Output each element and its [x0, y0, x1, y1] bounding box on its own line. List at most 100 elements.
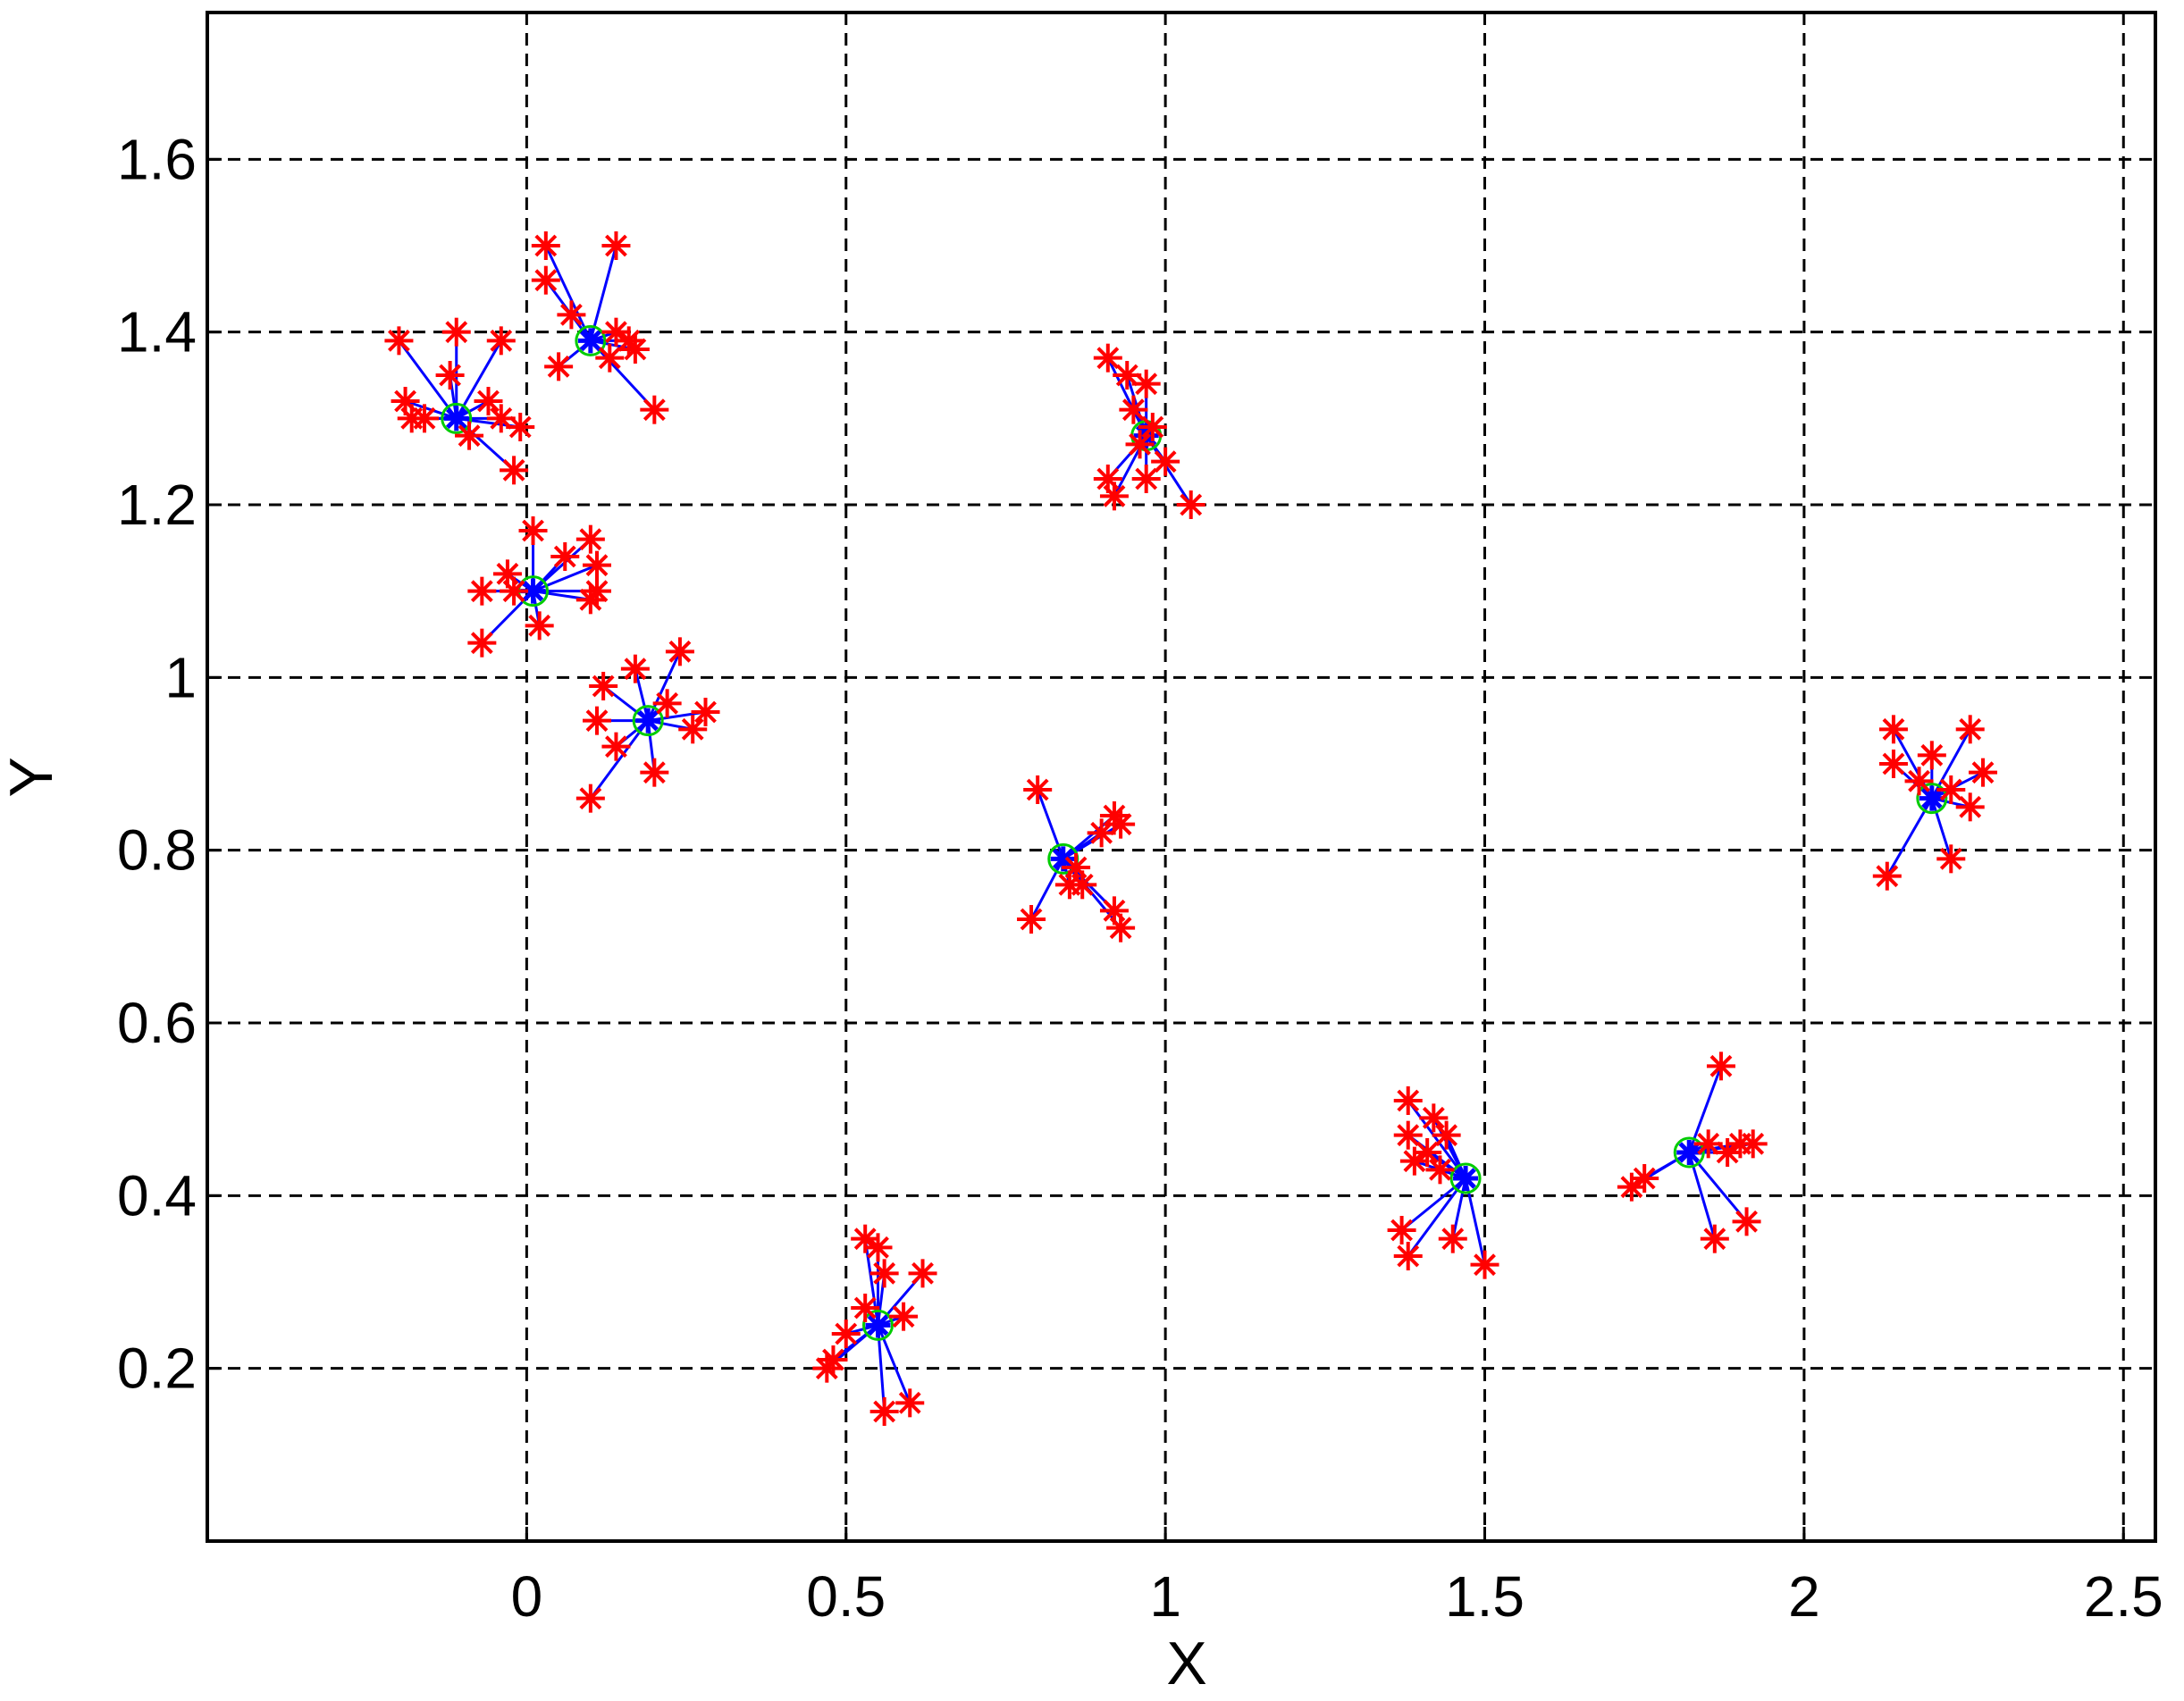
cluster-6-point-8 [1936, 844, 1966, 874]
cluster-7-point-0 [1393, 1086, 1423, 1115]
cluster-4-point-0 [1093, 343, 1122, 373]
y-tick-label-5: 1.2 [117, 473, 197, 537]
cluster-0-point-6 [474, 387, 503, 415]
cluster-3-center-ring [632, 705, 664, 737]
cluster-9-point-8 [869, 1397, 899, 1426]
cluster-8-center-ring [1673, 1136, 1705, 1169]
cluster-1-link-7 [589, 339, 656, 411]
cluster-8-point-7 [1700, 1224, 1729, 1253]
cluster-5-point-8 [1017, 905, 1046, 934]
cluster-2-point-2 [583, 550, 611, 580]
cluster-5-point-7 [1106, 913, 1136, 943]
x-tick-label-2: 1 [1149, 1564, 1181, 1629]
cluster-7-point-1 [1419, 1103, 1449, 1133]
x-axis-label: X [1166, 1630, 1206, 1697]
cluster-7-link-6 [1407, 1177, 1467, 1257]
cluster-6-point-3 [1969, 758, 1998, 787]
cluster-6-point-4 [1878, 750, 1908, 778]
cluster-3-point-6 [678, 715, 708, 744]
cluster-5-point-3 [1106, 809, 1136, 839]
x-tick-labels: 0 0.5 1 1.5 2 2.5 [511, 1564, 2163, 1629]
x-tick-label-3: 1.5 [1445, 1564, 1525, 1629]
cluster-2-point-4 [575, 585, 605, 615]
y-tick-label-1: 0.4 [117, 1163, 197, 1228]
cluster-5-link-0 [1036, 789, 1065, 859]
cluster-0-point-2 [486, 326, 516, 356]
cluster-6-point-7 [1872, 861, 1902, 891]
cluster-0-center [443, 406, 469, 432]
cluster-7-center [1453, 1166, 1479, 1191]
cluster-3-point-4 [601, 732, 631, 761]
cluster-7-link-2 [1445, 1135, 1467, 1179]
cluster-9-point-9 [895, 1388, 925, 1418]
cluster-2-link-2 [532, 564, 598, 593]
y-tick-label-0: 0.2 [117, 1336, 197, 1401]
y-tick-label-4: 1 [164, 645, 197, 709]
cluster-9-center-ring [861, 1309, 894, 1341]
y-axis-label: Y [0, 757, 65, 797]
x-tick-label-1: 0.5 [806, 1564, 886, 1629]
cluster-5-point-2 [1087, 818, 1116, 848]
cluster-3-link-8 [589, 719, 650, 800]
grid-lines [207, 13, 2155, 1541]
cluster-4-point-10 [1125, 430, 1155, 459]
cluster-1-point-8 [614, 326, 643, 356]
cluster-2-point-5 [467, 576, 497, 606]
cluster-4-point-6 [1099, 482, 1129, 511]
cluster-2-point-9 [550, 542, 580, 571]
cluster-4-point-7 [1131, 465, 1161, 493]
cluster-7-point-2 [1432, 1120, 1461, 1150]
cluster-0-link-0 [398, 339, 458, 420]
cluster-8-point-5 [1617, 1172, 1646, 1202]
cluster-5-point-9 [1062, 853, 1091, 882]
cluster-2-point-10 [500, 576, 529, 606]
cluster-7-point-5 [1387, 1216, 1416, 1244]
y-tick-label-7: 1.6 [117, 127, 197, 191]
x-tick-label-5: 2.5 [2084, 1564, 2163, 1629]
cluster-4-point-9 [1176, 490, 1205, 519]
cluster-6-point-6 [1955, 792, 1985, 822]
cluster-0-point-9 [455, 421, 484, 450]
cluster-3-point-5 [691, 698, 720, 726]
cluster-1-link-1 [589, 245, 617, 341]
cluster-7-point-9 [1413, 1138, 1442, 1167]
cluster-5-point-0 [1023, 775, 1053, 804]
cluster-3-point-8 [575, 783, 605, 813]
cluster-6-point-1 [1955, 715, 1985, 744]
cluster-7-link-0 [1407, 1100, 1467, 1179]
cluster-1-point-6 [595, 343, 625, 373]
cluster-1-center-ring [575, 324, 607, 356]
cluster-9-point-7 [812, 1353, 842, 1383]
cluster-9-point-1 [863, 1233, 893, 1262]
cluster-3-center [635, 708, 661, 733]
cluster-4-point-2 [1131, 369, 1161, 398]
cluster-6-link-8 [1930, 798, 1953, 859]
cluster-7-point-6 [1393, 1242, 1423, 1270]
x-tick-label-0: 0 [511, 1564, 543, 1629]
cluster-4-point-4 [1138, 413, 1167, 441]
cluster-2-point-7 [467, 628, 497, 658]
y-tick-label-2: 0.6 [117, 991, 197, 1055]
y-tick-label-6: 1.4 [117, 300, 197, 364]
cluster-9-point-5 [831, 1320, 861, 1348]
cluster-4-point-8 [1151, 447, 1180, 476]
cluster-0-point-0 [384, 326, 414, 356]
cluster-3-link-0 [646, 650, 682, 722]
cluster-6-point-5 [1936, 775, 1966, 804]
cluster-8-point-6 [1732, 1207, 1761, 1236]
cluster-2-point-1 [575, 524, 605, 554]
cluster-5-link-8 [1029, 858, 1065, 920]
cluster-1-point-7 [640, 395, 669, 424]
cluster-7-point-7 [1438, 1224, 1467, 1253]
cluster-8-point-2 [1738, 1129, 1768, 1159]
cluster-0-point-10 [500, 456, 529, 485]
cluster-1-center [577, 328, 603, 354]
y-tick-label-3: 0.8 [117, 818, 197, 883]
cluster-1-link-0 [544, 245, 592, 341]
data-points [384, 231, 1998, 1426]
cluster-7-point-10 [1425, 1155, 1455, 1185]
cluster-1-point-3 [544, 352, 574, 381]
cluster-3-point-3 [583, 706, 611, 735]
cluster-0-center-ring [441, 402, 473, 434]
cluster-8-point-8 [1693, 1129, 1723, 1159]
